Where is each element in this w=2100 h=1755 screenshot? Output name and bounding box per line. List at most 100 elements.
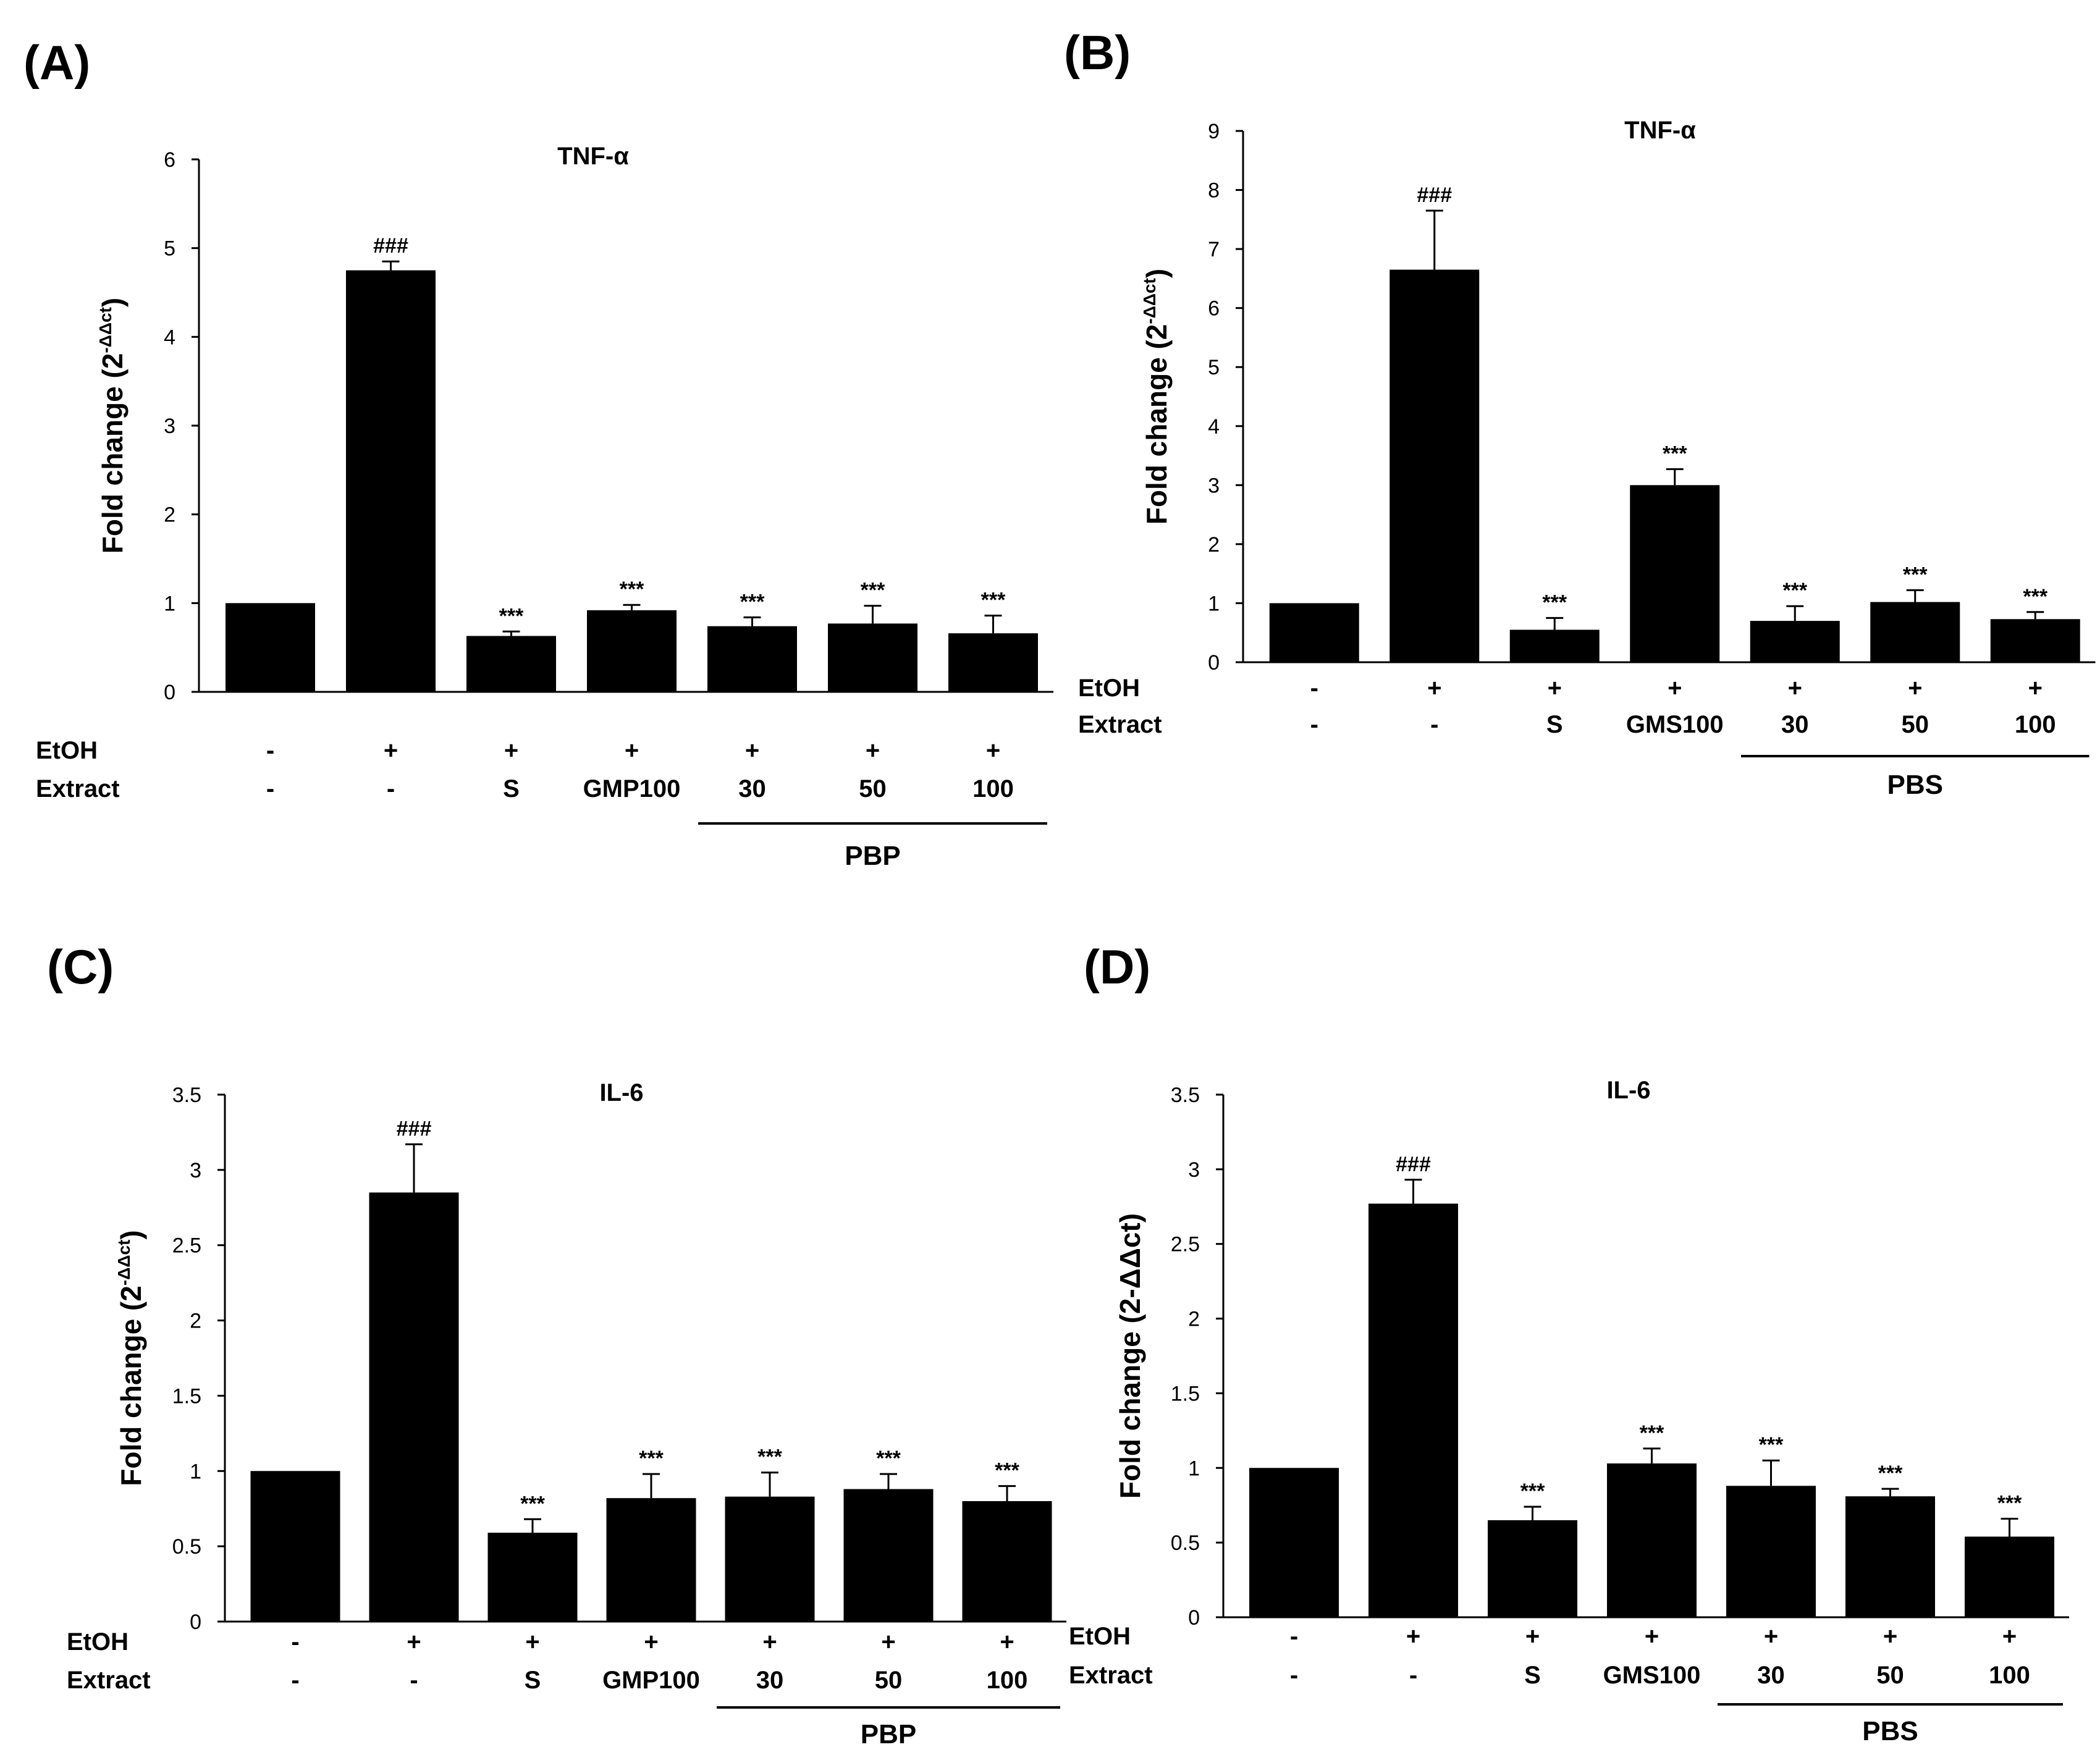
bar [587,610,677,692]
y-tick-label: 2.5 [172,1234,201,1258]
etoh-cell: + [1883,1623,1897,1650]
significance-label: *** [2023,585,2047,608]
row-label-etoh: EtOH [36,737,98,764]
bar [948,633,1038,692]
y-tick-label: 1 [1208,592,1220,615]
y-tick-label: 3.5 [1171,1084,1200,1107]
significance-label: *** [499,604,524,628]
group-label: PBP [845,841,900,871]
extract-cell: S [503,775,520,802]
panel-label: (B) [1064,25,1131,80]
bar [1750,621,1840,662]
extract-cell: 100 [1989,1662,2030,1689]
y-axis-label-superscript: -ΔΔct [114,1240,133,1286]
bar [1368,1203,1458,1617]
etoh-cell: + [625,737,639,764]
y-axis-label-main: Fold change (2 [1141,324,1173,525]
etoh-cell: + [525,1628,539,1656]
etoh-cell: + [1788,675,1802,702]
bar [250,1471,340,1622]
y-tick-label: 1.5 [172,1384,201,1408]
etoh-cell: + [407,1628,421,1656]
extract-cell: - [291,1667,299,1694]
y-axis-label-main: Fold change (2 [115,1286,147,1486]
extract-cell: - [1310,711,1318,738]
significance-label: *** [1520,1479,1545,1503]
etoh-cell: + [384,737,398,764]
y-axis-label-superscript: -ΔΔct [1140,278,1159,324]
extract-cell: - [1430,711,1438,738]
bar [369,1192,459,1622]
y-tick-label: 0.5 [1171,1531,1200,1555]
row-label-etoh: EtOH [67,1628,129,1656]
bar [466,636,556,692]
y-tick-label: 4 [1208,415,1220,439]
extract-cell: S [525,1667,541,1694]
significance-label: *** [1782,579,1807,602]
extract-cell: 50 [875,1667,903,1694]
etoh-cell: + [1668,675,1682,702]
y-tick-label: 6 [164,148,175,172]
significance-label: *** [1903,563,1928,586]
extract-cell: GMS100 [1603,1662,1701,1689]
etoh-cell: - [1310,675,1318,702]
etoh-cell: + [745,737,759,764]
extract-cell: - [1409,1662,1417,1689]
bar [962,1501,1052,1622]
bar [1488,1520,1577,1617]
y-tick-label: 4 [164,326,175,349]
group-label: PBP [861,1719,916,1749]
y-axis-label: Fold change (2-ΔΔct) [1114,1213,1146,1499]
panel-a: (A) TNF-α 0 1 2 3 4 5 6 Fold change (2-ΔΔct) - - ###… [23,35,1053,871]
significance-label: *** [876,1447,901,1470]
extract-cell: - [1290,1662,1298,1689]
significance-label: ### [373,234,408,258]
significance-label: *** [639,1447,664,1470]
y-axis-label: Fold change (2-ΔΔct) [114,1230,147,1486]
etoh-cell: + [2028,675,2043,702]
significance-label: *** [995,1459,1019,1483]
significance-label: *** [520,1492,545,1515]
extract-cell: 50 [1876,1662,1904,1689]
y-tick-label: 2 [164,503,175,527]
etoh-cell: + [1645,1623,1659,1650]
group-label: PBS [1887,770,1943,800]
chart-title: IL-6 [1606,1077,1650,1104]
bar [1607,1463,1697,1617]
y-tick-label: 1 [164,592,175,615]
etoh-cell: + [1525,1623,1540,1650]
bar [1509,629,1600,662]
etoh-cell: + [504,737,518,764]
y-tick-label: 2 [1208,533,1220,557]
panel-d: (D) IL-6 0 0.5 1 1.5 2 2.5 3 3.5 Fold change (2-ΔΔ… [1069,940,2069,1746]
significance-label: *** [861,579,885,602]
y-tick-label: 0 [1188,1606,1200,1630]
panel-b: (B) TNF-α 0 1 2 3 4 5 6 7 8 9 Fold change (2-ΔΔct) - -… [1064,25,2096,800]
y-tick-label: 3 [190,1159,201,1182]
row-label-extract: Extract [1069,1662,1153,1689]
y-tick-label: 7 [1208,238,1220,261]
chart-title: IL-6 [599,1079,643,1106]
y-tick-label: 5 [1208,356,1220,379]
etoh-cell: + [1427,675,1441,702]
etoh-cell: + [986,737,1000,764]
row-label-extract: Extract [1078,711,1162,738]
extract-cell: 100 [987,1667,1028,1694]
significance-label: *** [1878,1462,1903,1485]
significance-label: *** [1542,591,1567,614]
bar [707,626,797,692]
bar [1249,1468,1339,1617]
etoh-cell: - [1290,1623,1298,1650]
bar [1845,1496,1935,1617]
significance-label: *** [757,1446,782,1469]
y-axis-label-close: ) [96,298,129,307]
bar [1990,619,2080,662]
etoh-cell: + [1764,1623,1778,1650]
etoh-cell: + [881,1628,895,1656]
y-axis-label-close: ) [115,1230,147,1239]
bar [1389,269,1480,662]
significance-label: *** [1663,442,1687,466]
panel-label: (C) [47,940,114,994]
extract-cell: - [387,775,395,802]
